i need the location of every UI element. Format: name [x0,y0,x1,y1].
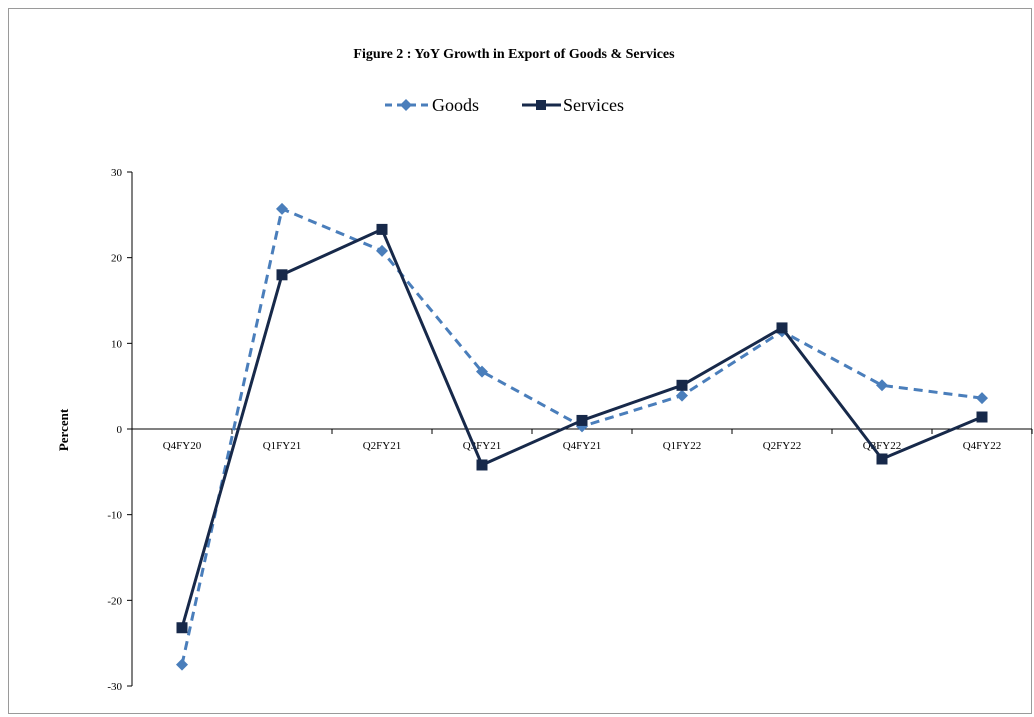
data-point-services [976,411,988,423]
y-tick-label: 10 [111,338,123,350]
x-tick-label: Q3FY21 [463,440,502,452]
legend: Goods Services [385,95,624,115]
x-tick-label: Q1FY22 [663,440,702,452]
x-tick-label: Q4FY22 [963,440,1002,452]
data-point-goods [376,244,388,257]
data-point-services [576,414,588,426]
x-tick-label: Q2FY21 [363,440,402,452]
data-point-services [776,322,788,334]
data-point-services [276,269,288,281]
legend-goods-label: Goods [432,95,479,115]
x-tick-label: Q1FY21 [263,440,302,452]
legend-services-marker [536,100,546,110]
x-tick-label: Q4FY20 [163,440,202,452]
x-tick-label: Q3FY22 [863,440,902,452]
data-point-services [676,379,688,391]
y-tick-label: 30 [111,167,123,179]
chart-title: Figure 2 : YoY Growth in Export of Goods… [353,47,675,62]
plot-area [176,202,988,671]
data-point-goods [176,658,188,671]
data-point-goods [276,202,288,215]
legend-services-label: Services [563,95,624,115]
data-point-services [376,223,388,235]
legend-item-services: Services [522,95,624,115]
data-point-goods [876,379,888,392]
legend-item-goods: Goods [385,95,479,115]
data-point-services [176,622,188,634]
y-tick-label: 0 [117,424,123,436]
data-point-services [876,453,888,465]
x-tick-label: Q2FY22 [763,440,802,452]
legend-goods-marker [400,99,412,111]
data-point-services [476,459,488,471]
x-tick-label: Q4FY21 [563,440,602,452]
y-axis-label: Percent [56,408,71,451]
y-tick-label: 20 [111,253,123,265]
y-tick-label: -20 [107,595,122,607]
y-tick-label: -10 [107,510,122,522]
chart-frame [8,8,1032,714]
data-point-goods [976,392,988,405]
data-point-goods [476,365,488,378]
axes: 30 20 10 0 -10 -20 -30 Q4FY20 Q1FY21 Q2FY21 Q3FY21… [107,167,1033,693]
y-tick-label: -30 [107,681,122,693]
data-point-goods [676,389,688,402]
series-line-goods [180,207,983,665]
